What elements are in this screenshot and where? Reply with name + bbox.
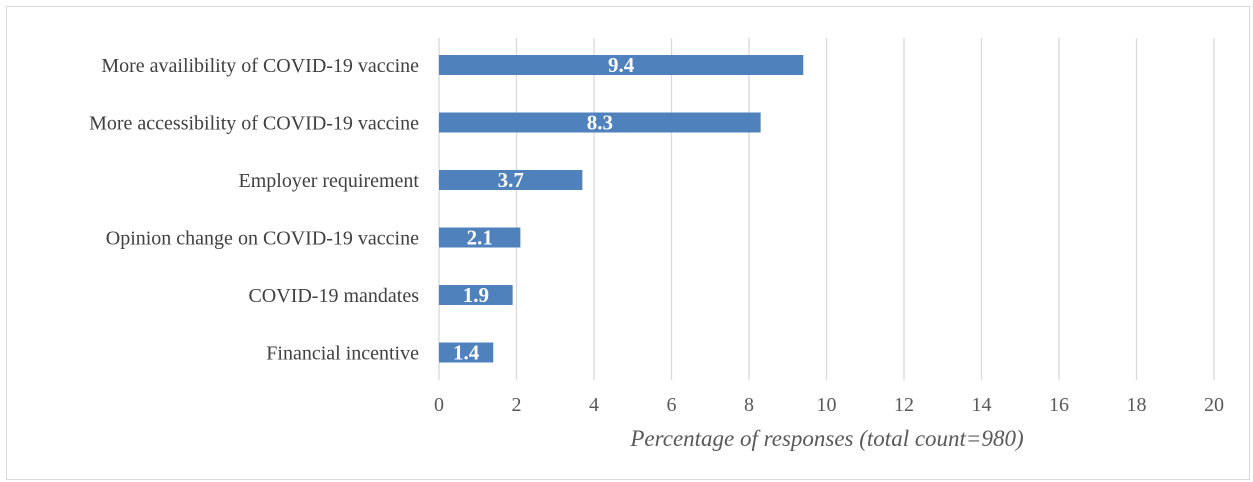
x-tick-label: 12 [894,394,914,416]
x-tick-label: 4 [589,394,599,416]
bar [439,285,513,305]
category-label: More availibility of COVID-19 vaccine [101,55,419,77]
x-tick-label: 2 [512,394,522,416]
x-axis-title: Percentage of responses (total count=980… [629,426,1023,451]
chart-frame [6,6,1250,480]
category-label: More accessibility of COVID-19 vaccine [89,113,419,135]
category-label: COVID-19 mandates [248,285,419,307]
bar [439,170,583,190]
x-tick-label: 6 [667,394,677,416]
x-tick-label: 10 [817,394,837,416]
bar-data-label: 9.4 [608,53,635,77]
bar-data-label: 1.4 [453,341,480,365]
bar-data-label: 1.9 [463,283,489,307]
bar [439,112,761,133]
bar [439,342,494,363]
gridlines [438,38,1215,380]
x-tick-label: 0 [434,394,444,416]
x-tick-labels: 0 2 4 6 8 10 12 14 16 18 20 [434,394,1224,416]
bar [439,55,804,75]
x-tick-label: 18 [1127,394,1147,416]
category-label: Financial incentive [266,343,419,365]
category-label: Opinion change on COVID-19 vaccine [106,228,419,250]
bar-data-label: 3.7 [498,168,524,192]
bar-data-label: 8.3 [587,111,613,135]
x-tick-label: 16 [1049,394,1069,416]
bars: 9.4 8.3 3.7 2.1 1.9 1.4 [439,53,804,365]
category-labels: More availibility of COVID-19 vaccine Mor… [89,55,419,365]
x-tick-label: 8 [744,394,754,416]
bar [439,227,521,248]
x-tick-label: 14 [972,394,992,416]
bar-data-label: 2.1 [467,226,493,250]
category-label: Employer requirement [239,170,420,192]
x-tick-label: 20 [1204,394,1224,416]
